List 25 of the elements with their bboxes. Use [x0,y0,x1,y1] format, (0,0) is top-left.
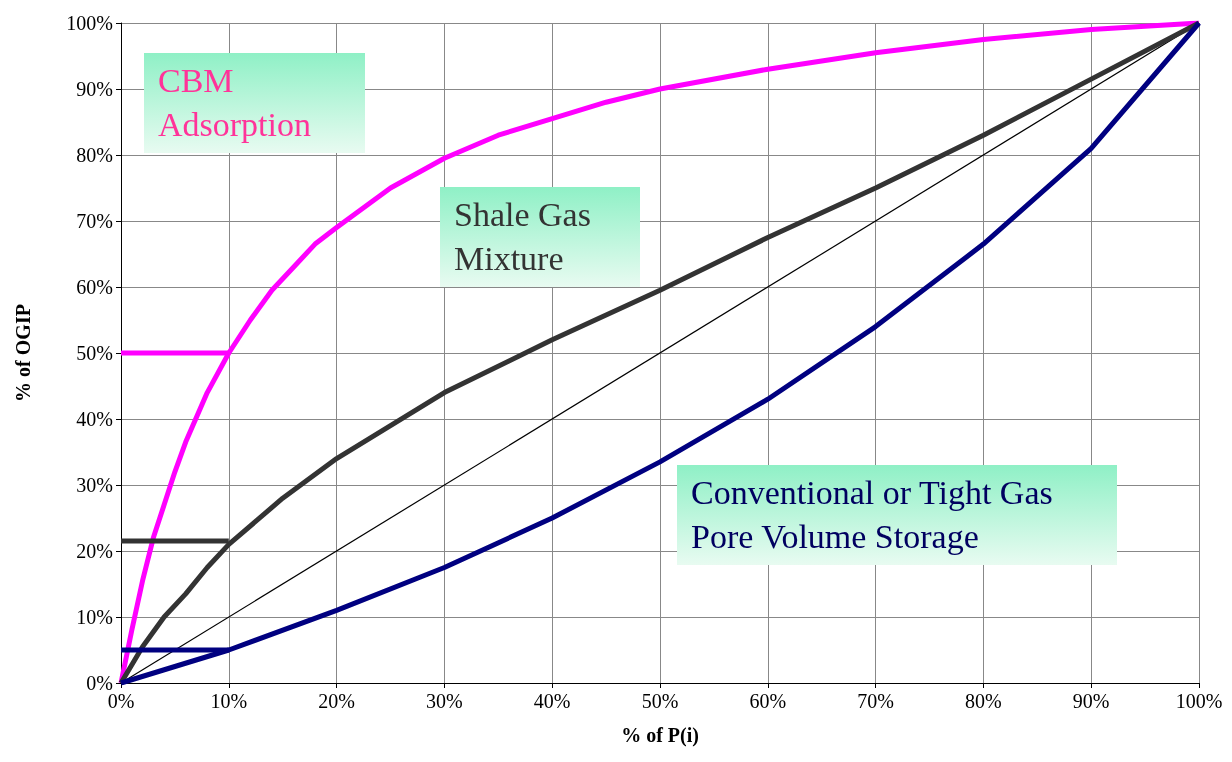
y-tick-label: 10% [76,606,113,628]
y-tick-label: 30% [76,474,113,496]
x-tick-label: 50% [641,690,679,712]
y-tick-label: 90% [76,78,113,100]
y-tick-label: 60% [76,276,113,298]
annotation: Shale Gas Mixture [440,187,640,287]
x-tick-label: 20% [318,690,355,712]
x-tick-label: 70% [857,690,894,712]
y-tick-label: 40% [76,408,113,430]
y-axis-title: % of OGIP [12,304,34,402]
x-tick-label: 30% [426,690,463,712]
annotation: CBM Adsorption [144,53,365,153]
x-tick-label: 90% [1072,690,1110,712]
x-tick-label: 60% [749,690,787,712]
x-tick-label: 80% [965,690,1002,712]
y-tick-label: 80% [76,144,113,166]
x-tick-label: 10% [210,690,248,712]
annotation: Conventional or Tight Gas Pore Volume Storage [677,465,1117,565]
x-axis-title: % of P(i) [621,724,699,747]
y-tick-label: 50% [76,342,113,364]
y-tick-label: 20% [76,540,113,562]
x-tick-label: 100% [1175,690,1223,712]
y-tick-label: 100% [66,12,113,34]
y-tick-label: 70% [76,210,113,232]
x-tick-label: 40% [533,690,571,712]
